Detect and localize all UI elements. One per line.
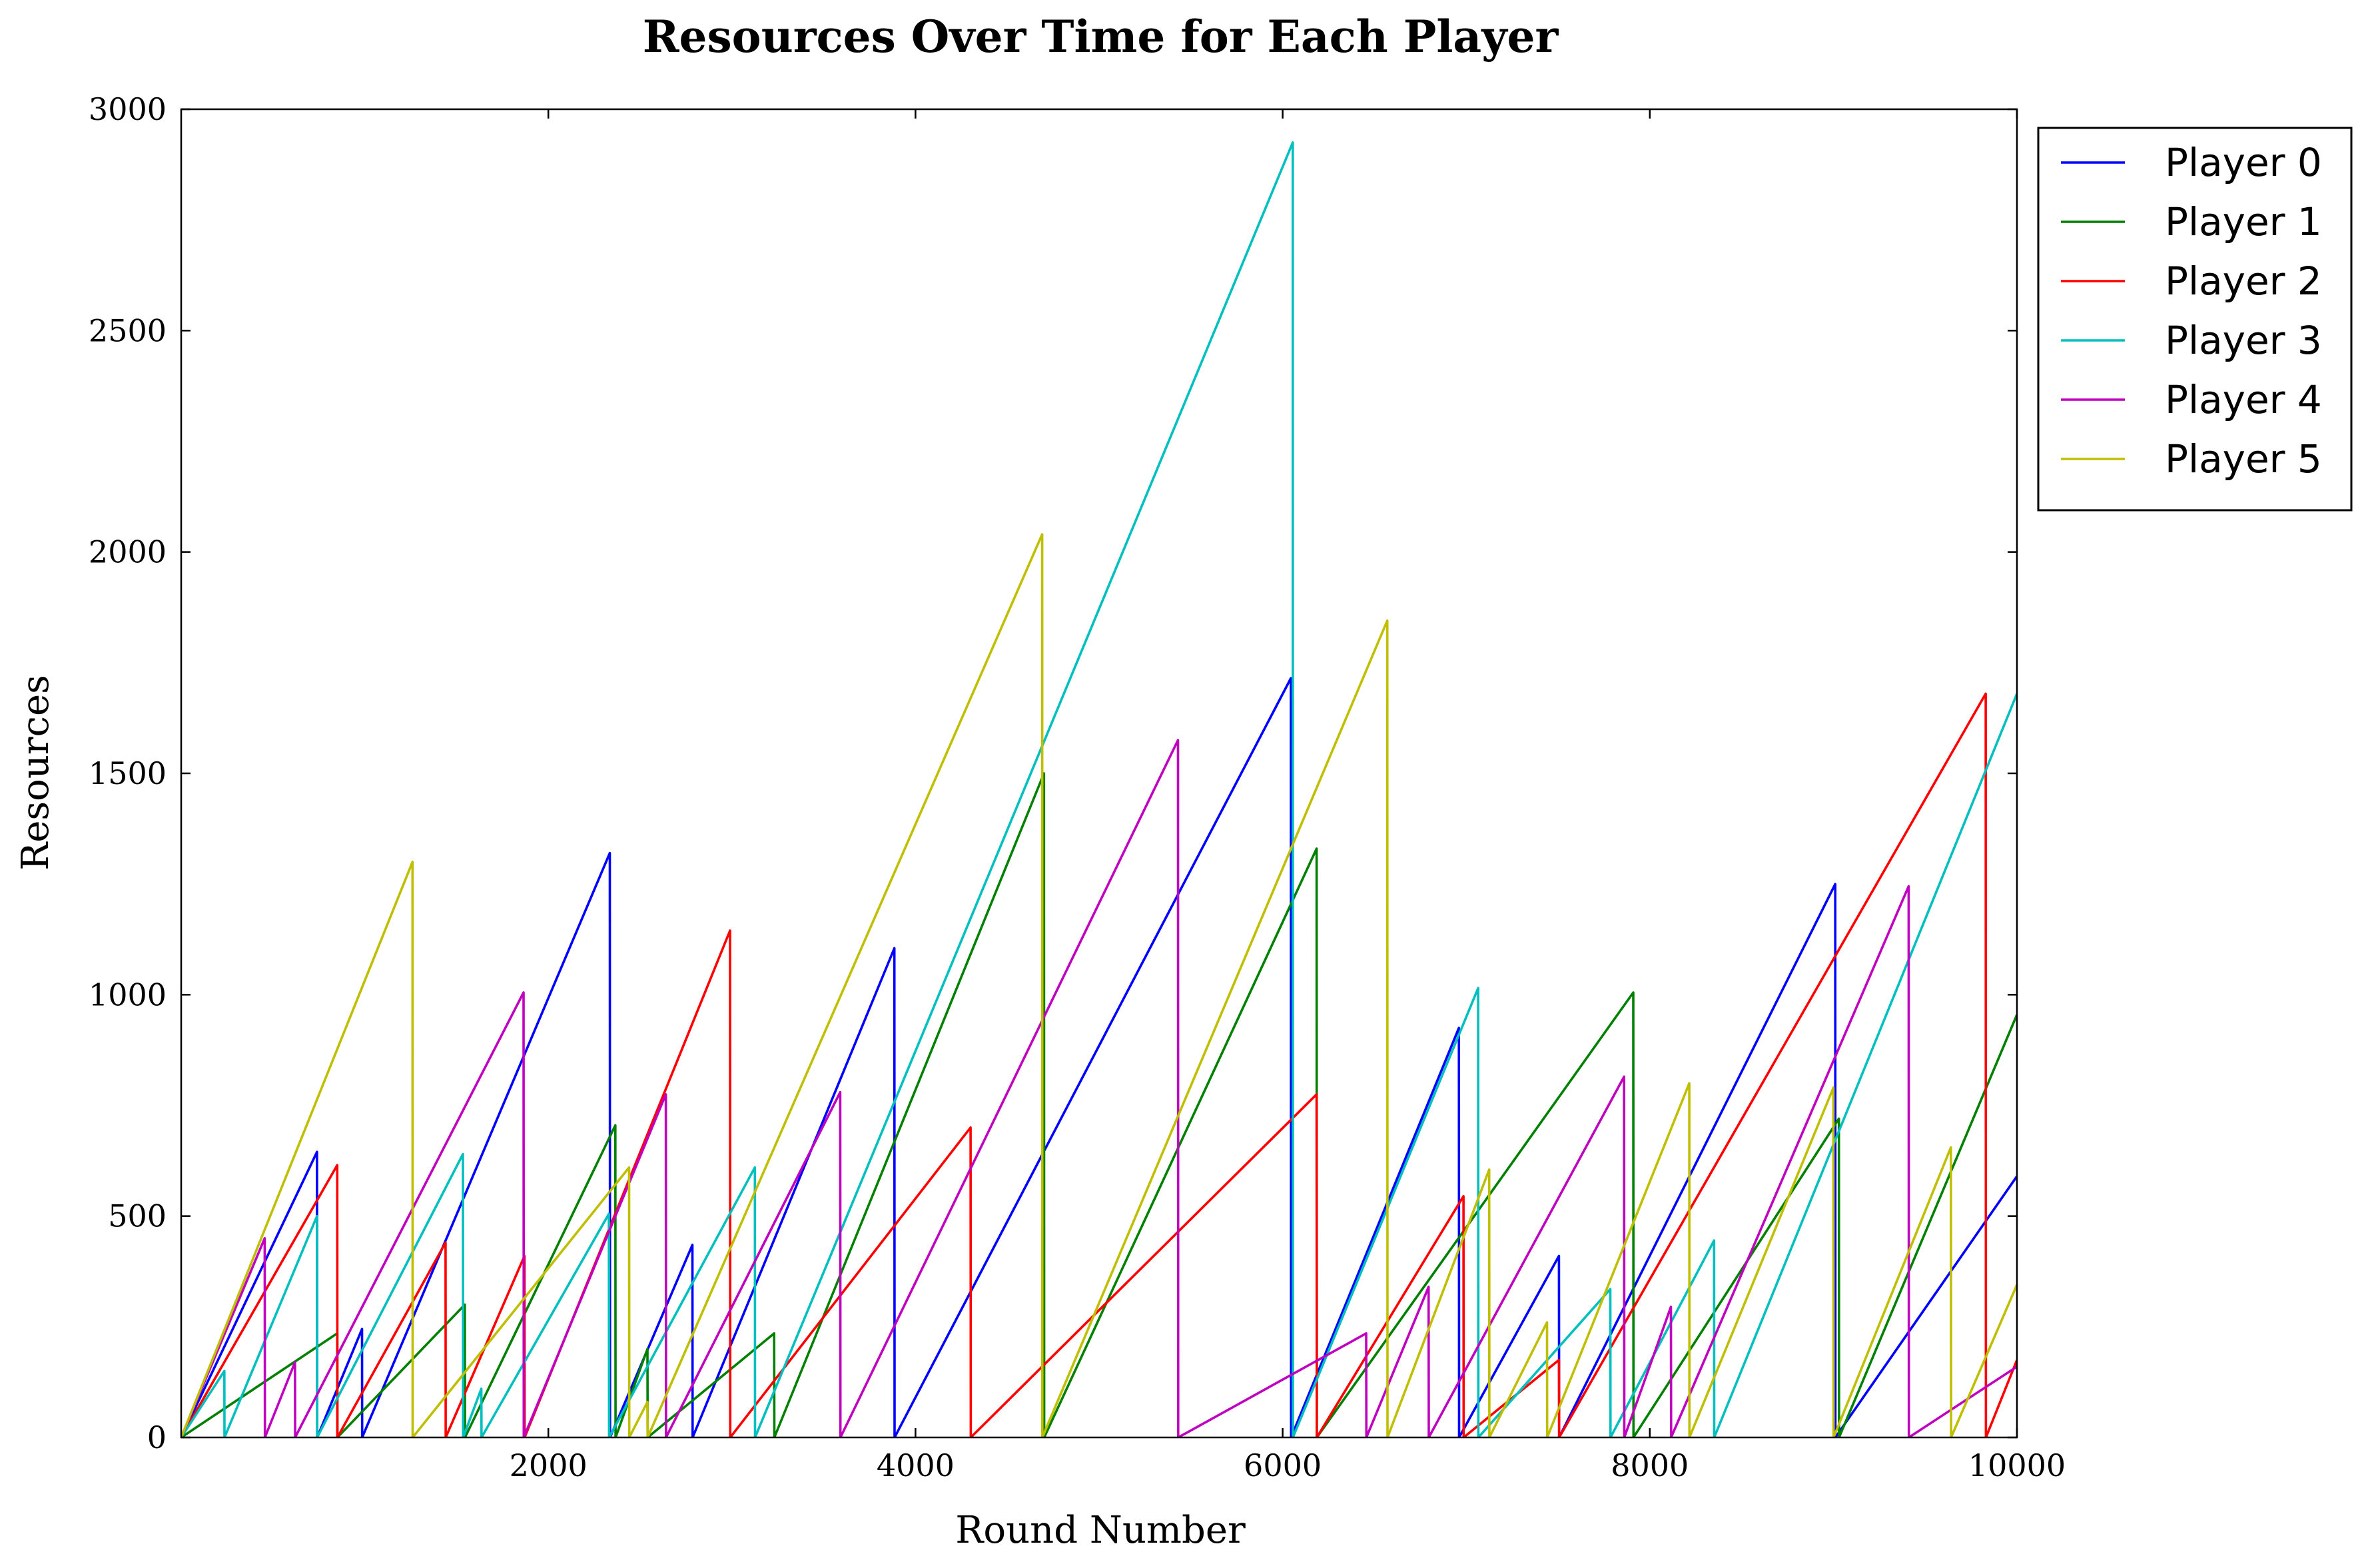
x-tick-label: 8000 — [1611, 1447, 1689, 1483]
legend-box — [2037, 127, 2353, 512]
legend-label-player-1: Player 1 — [2165, 199, 2322, 244]
series-line-player-4 — [181, 739, 2017, 1437]
y-tick-label: 0 — [147, 1419, 167, 1455]
x-tick-label: 6000 — [1244, 1447, 1322, 1483]
legend-label-player-5: Player 5 — [2165, 436, 2322, 482]
y-tick-label: 1500 — [89, 755, 167, 791]
series-line-player-5 — [181, 533, 2017, 1437]
y-tick-label: 3000 — [89, 91, 167, 127]
y-tick-label: 1000 — [89, 977, 167, 1012]
x-axis-label: Round Number — [955, 1509, 1246, 1552]
plot-area — [180, 108, 2018, 1439]
y-tick-label: 2000 — [89, 534, 167, 570]
plot-frame — [180, 108, 2018, 1439]
chart-title: Resources Over Time for Each Player — [643, 11, 1559, 63]
series-line-player-3 — [181, 141, 2017, 1437]
axis-ticks: 2000 4000 6000 8000 10000 0 500 1000 1500 2000 250… — [89, 91, 2066, 1483]
legend-label-player-3: Player 3 — [2165, 318, 2322, 363]
legend: Player 0 Player 1 Player 2 Player 3 Player 4… — [2037, 127, 2353, 512]
y-tick-label: 2500 — [89, 312, 167, 348]
x-tick-label: 2000 — [510, 1447, 588, 1483]
series-line-player-2 — [181, 692, 2017, 1437]
series-line-player-0 — [181, 677, 2017, 1437]
x-tick-label: 10000 — [1968, 1447, 2066, 1483]
legend-label-player-0: Player 0 — [2165, 140, 2322, 185]
y-tick-label: 500 — [108, 1198, 167, 1234]
series-group — [181, 141, 2017, 1437]
legend-label-player-2: Player 2 — [2165, 258, 2322, 304]
x-tick-label: 4000 — [877, 1447, 955, 1483]
legend-label-player-4: Player 4 — [2165, 377, 2322, 422]
series-line-player-1 — [181, 772, 2017, 1437]
y-axis-label: Resources — [14, 675, 57, 871]
